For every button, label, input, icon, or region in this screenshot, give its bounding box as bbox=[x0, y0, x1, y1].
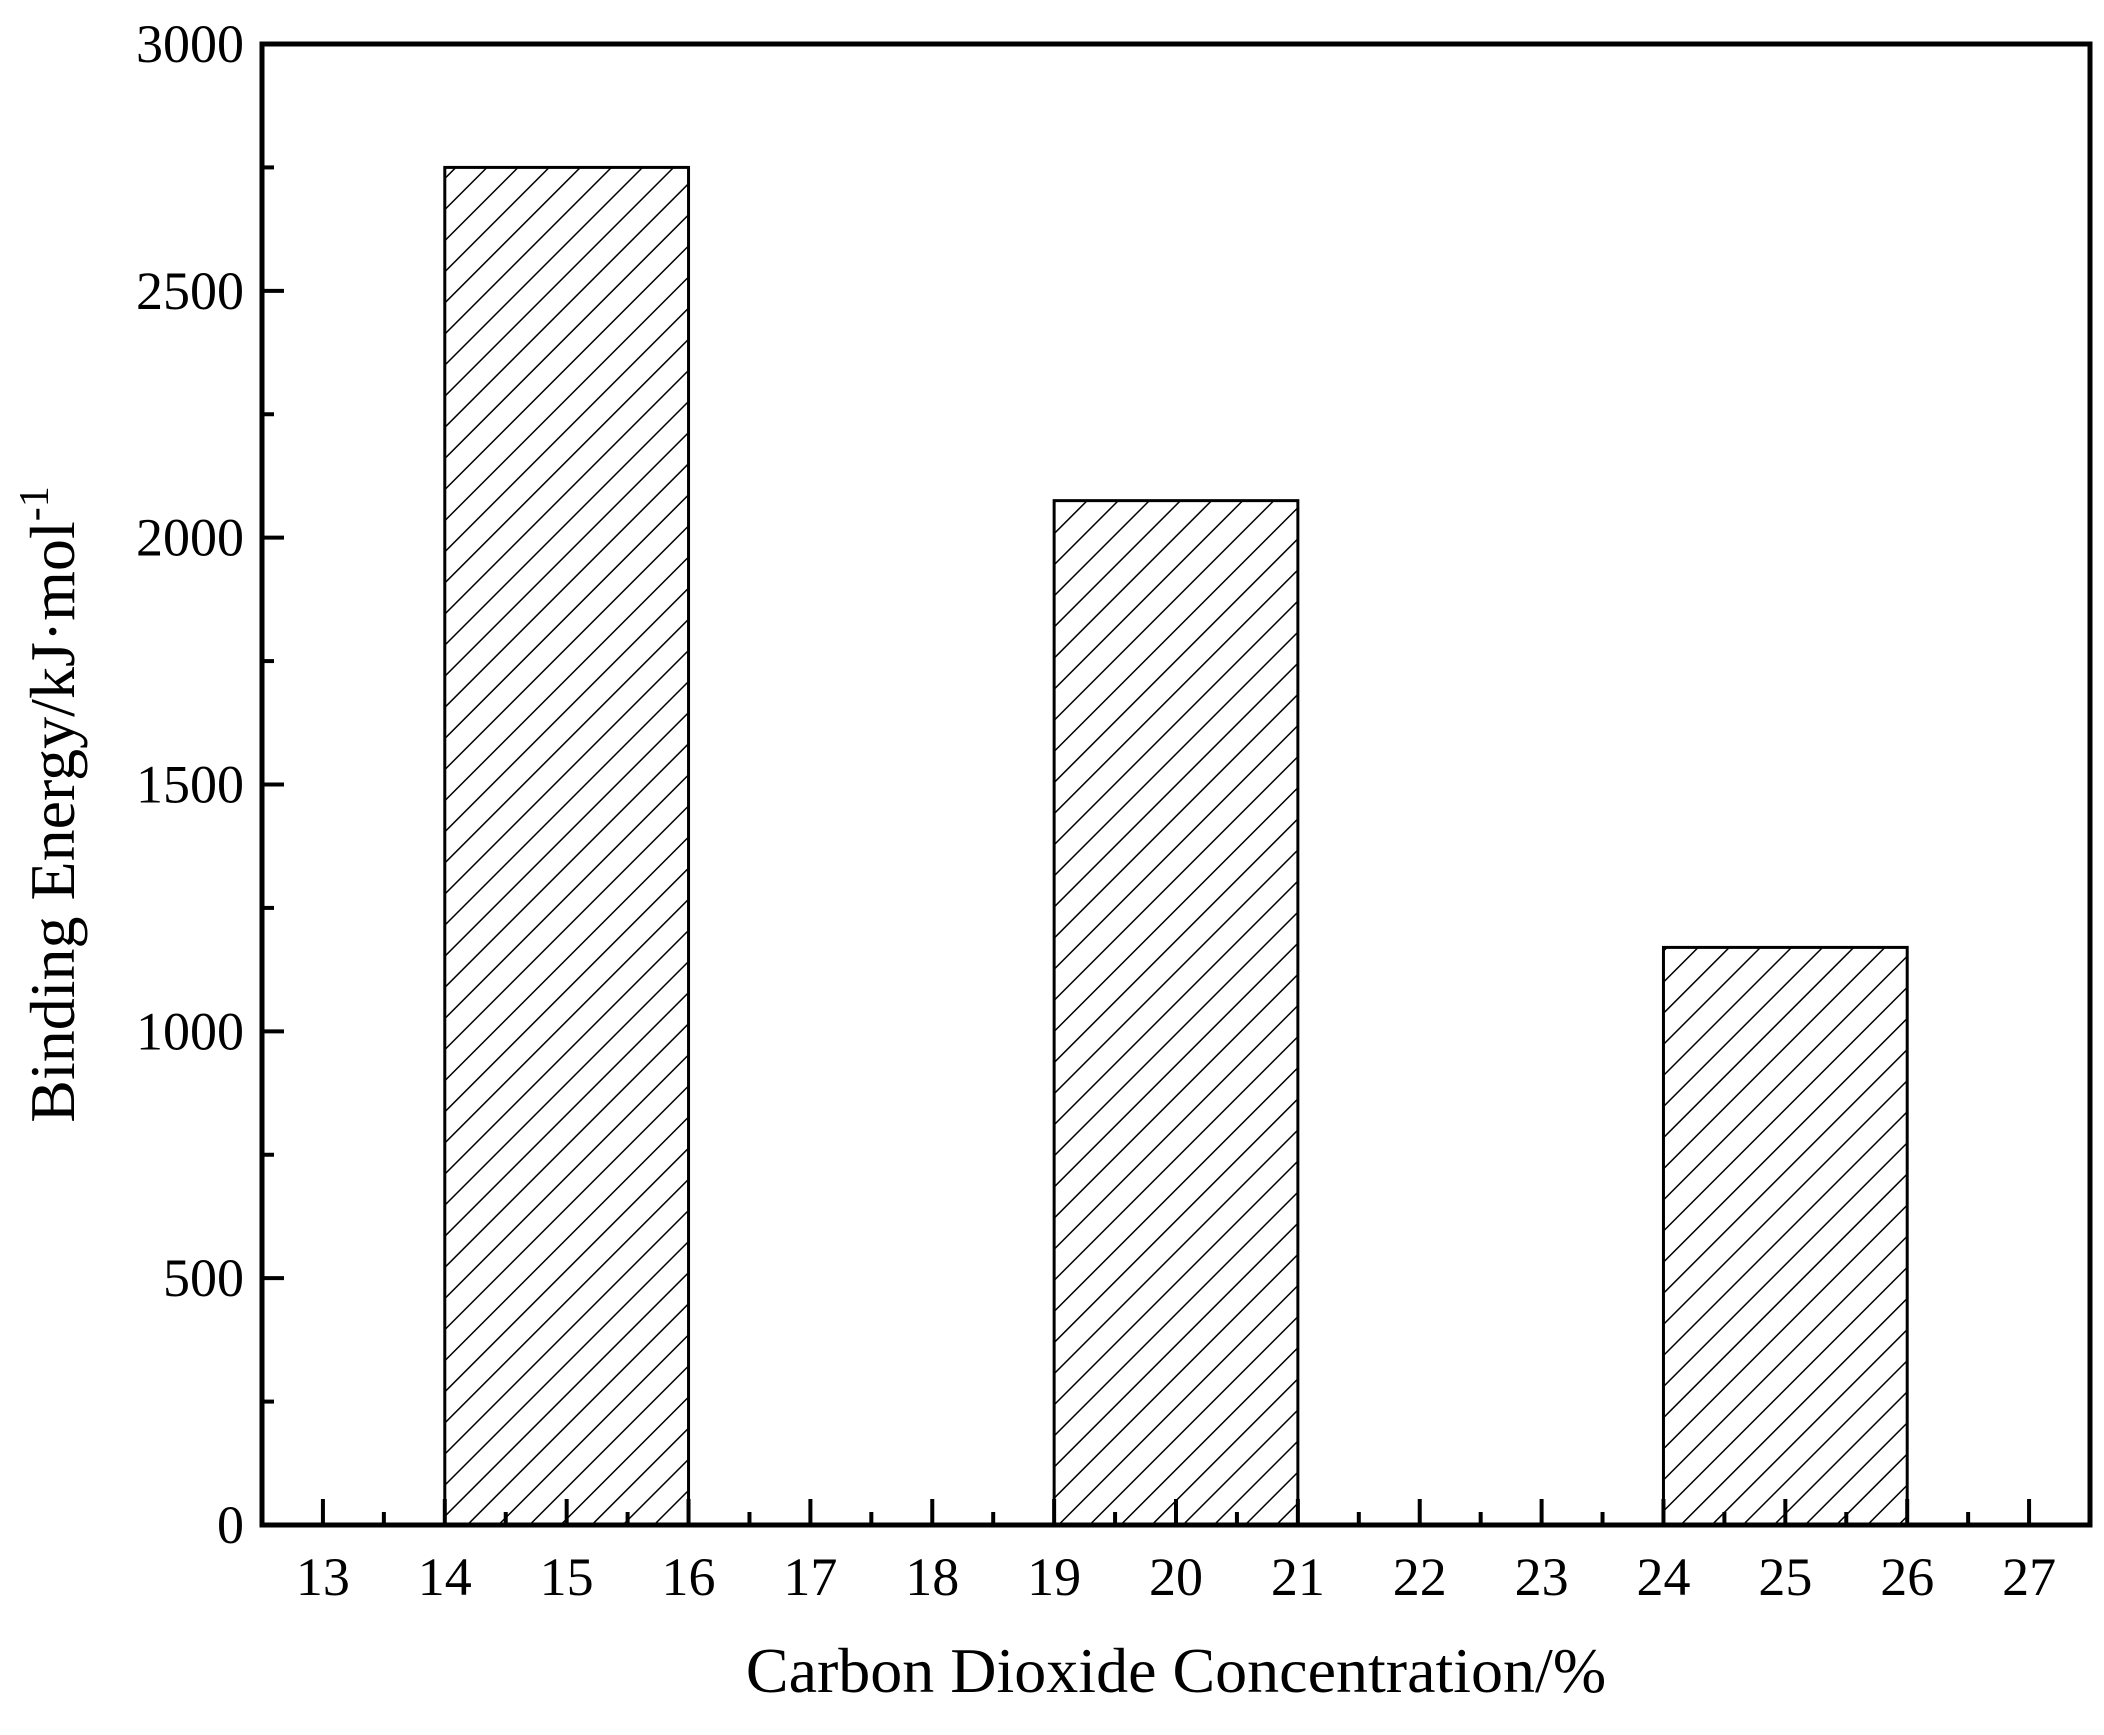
x-tick-label-26: 26 bbox=[1880, 1547, 1934, 1607]
y-axis-label-superscript: -1 bbox=[12, 486, 58, 521]
y-tick-label-1000: 1000 bbox=[136, 1001, 244, 1061]
bar-15 bbox=[443, 165, 691, 1527]
x-tick-label-24: 24 bbox=[1636, 1547, 1690, 1607]
bar-25 bbox=[1661, 945, 1909, 1527]
plot-frame bbox=[259, 41, 2093, 1528]
x-tick-label-21: 21 bbox=[1271, 1547, 1325, 1607]
x-tick-label-22: 22 bbox=[1393, 1547, 1447, 1607]
x-tick-label-15: 15 bbox=[540, 1547, 594, 1607]
tick-labels-layer: 0 500 1000 1500 2000 2500 3000 13 14 15 16 17 18 19 20… bbox=[136, 14, 2056, 1607]
x-tick-label-14: 14 bbox=[418, 1547, 472, 1607]
y-tick-label-2500: 2500 bbox=[136, 261, 244, 321]
x-tick-label-25: 25 bbox=[1758, 1547, 1812, 1607]
y-axis-label-main: Binding Energy/kJ·mol bbox=[17, 521, 88, 1122]
x-tick-label-18: 18 bbox=[905, 1547, 959, 1607]
bar-20 bbox=[1052, 499, 1300, 1527]
x-tick-label-17: 17 bbox=[783, 1547, 837, 1607]
x-tick-label-27: 27 bbox=[2002, 1547, 2056, 1607]
x-tick-label-16: 16 bbox=[662, 1547, 716, 1607]
y-tick-label-2000: 2000 bbox=[136, 508, 244, 568]
y-axis-label: Binding Energy/kJ·mol-1 bbox=[12, 486, 88, 1122]
x-axis-label: Carbon Dioxide Concentration/% bbox=[746, 1635, 1606, 1706]
y-tick-label-0: 0 bbox=[217, 1495, 244, 1555]
bars-layer bbox=[443, 165, 1909, 1527]
y-tick-label-3000: 3000 bbox=[136, 14, 244, 74]
x-tick-label-20: 20 bbox=[1149, 1547, 1203, 1607]
x-tick-label-23: 23 bbox=[1515, 1547, 1569, 1607]
y-tick-label-500: 500 bbox=[163, 1248, 244, 1308]
x-tick-label-13: 13 bbox=[296, 1547, 350, 1607]
y-tick-label-1500: 1500 bbox=[136, 755, 244, 815]
x-tick-label-19: 19 bbox=[1027, 1547, 1081, 1607]
